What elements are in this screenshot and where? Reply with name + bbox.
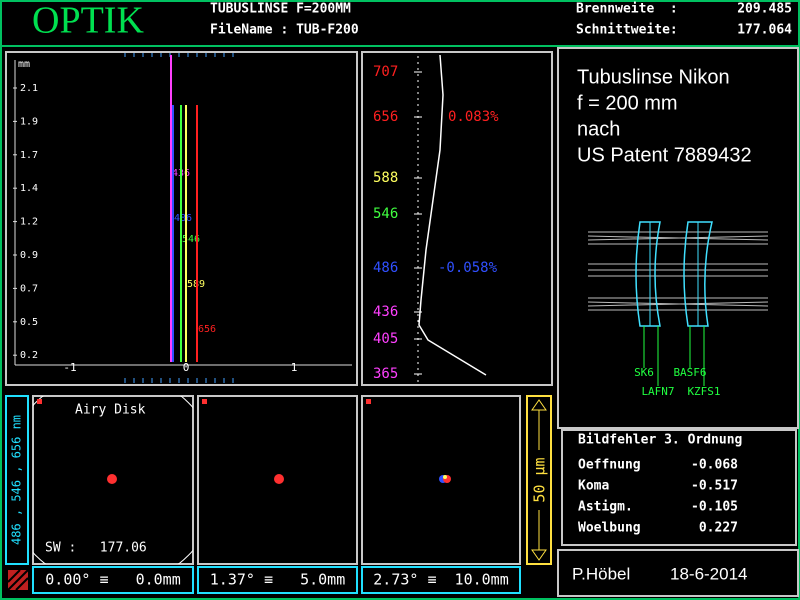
description-line: f = 200 mm: [577, 92, 678, 114]
x-tick-label: 1: [291, 361, 298, 374]
glass-label: SK6: [634, 366, 654, 379]
y-tick-label: 0.2: [20, 350, 38, 361]
wavelength-box: [5, 395, 29, 565]
back-value: 177.064: [737, 23, 792, 38]
y-tick-label: 1.4: [20, 183, 38, 194]
lens-name: TUBUSLINSE F=200MM: [210, 2, 351, 17]
aberration-value: -0.517: [691, 479, 738, 494]
field-box: [197, 566, 358, 594]
longitudinal-panel: [5, 51, 358, 386]
aberration-title: Bildfehler 3. Ordnung: [578, 433, 742, 448]
hatch-lines: [7, 569, 29, 591]
percent-label: -0.058%: [438, 260, 498, 276]
sw-label: SW : 177.06: [45, 541, 147, 556]
aberration-value: -0.068: [691, 458, 738, 473]
glass-label: KZFS1: [687, 385, 720, 398]
aberration-name: Astigm.: [578, 500, 633, 515]
y-tick-label: 1.2: [20, 217, 38, 228]
focal-label: Brennweite :: [576, 2, 678, 17]
author: P.Höbel: [572, 564, 630, 583]
date: 18-6-2014: [670, 564, 748, 583]
y-tick-label: 0.7: [20, 283, 38, 294]
y-tick-label: 1.9: [20, 116, 38, 127]
spot: [274, 474, 284, 484]
chromatic-curve: [418, 54, 487, 376]
y-tick-label: 0.5: [20, 317, 38, 328]
aberration-name: Koma: [578, 479, 609, 494]
wavelength: 365: [373, 366, 398, 382]
wavelength: 436: [373, 304, 398, 320]
description-line: Tubuslinse Nikon: [577, 66, 730, 88]
wavelength: 656: [373, 109, 398, 125]
spot-panel: [32, 395, 194, 565]
file-name: FileName : TUB-F200: [210, 23, 359, 38]
spot-panel: [197, 395, 358, 565]
field-label: 0.00° ≡ 0.0mm: [45, 571, 180, 589]
aberration-panel: [561, 429, 797, 546]
curve-label: 486: [174, 213, 192, 224]
aberration-name: Woelbung: [578, 521, 641, 536]
app-title: OPTIK: [32, 0, 144, 42]
wavelength: 546: [373, 206, 398, 222]
spot: [107, 474, 117, 484]
footer-panel: [557, 549, 799, 597]
scale-box: [526, 395, 552, 565]
field-box: [361, 566, 521, 594]
field-label: 1.37° ≡ 5.0mm: [210, 571, 345, 589]
curve-label: 546: [182, 234, 200, 245]
scale-label: 50 µm: [531, 457, 549, 502]
wavelength: 405: [373, 331, 398, 347]
description-line: US Patent 7889432: [577, 144, 752, 166]
unit-label: mm: [18, 59, 30, 70]
field-label: 2.73° ≡ 10.0mm: [373, 571, 508, 589]
wavelength: 588: [373, 170, 398, 186]
aberration-value: 0.227: [699, 521, 738, 536]
description-panel: [557, 47, 799, 429]
x-tick-label: -1: [63, 361, 76, 374]
description-line: nach: [577, 118, 620, 140]
wavelength: 486: [373, 260, 398, 276]
spot-panel: [361, 395, 521, 565]
y-tick-label: 1.7: [20, 150, 38, 161]
spot: [443, 475, 447, 479]
spectrum-panel: [361, 51, 553, 386]
y-tick-label: 0.9: [20, 250, 38, 261]
back-label: Schnittweite:: [576, 23, 678, 38]
y-tick-label: 2.1: [20, 83, 38, 94]
aberration-value: -0.105: [691, 500, 738, 515]
wavelength: 707: [373, 64, 398, 80]
field-box: [32, 566, 194, 594]
glass-label: BASF6: [673, 366, 706, 379]
curve-label: 656: [198, 324, 216, 335]
aberration-name: Oeffnung: [578, 458, 641, 473]
lens-diagram: [587, 221, 769, 386]
focal-value: 209.485: [737, 2, 792, 17]
airy-label: Airy Disk: [75, 403, 146, 418]
percent-label: 0.083%: [448, 109, 499, 125]
glass-label: LAFN7: [641, 385, 674, 398]
x-tick-label: 0: [183, 361, 190, 374]
wavelength-label: 486 , 546 , 656 nm: [10, 415, 24, 545]
